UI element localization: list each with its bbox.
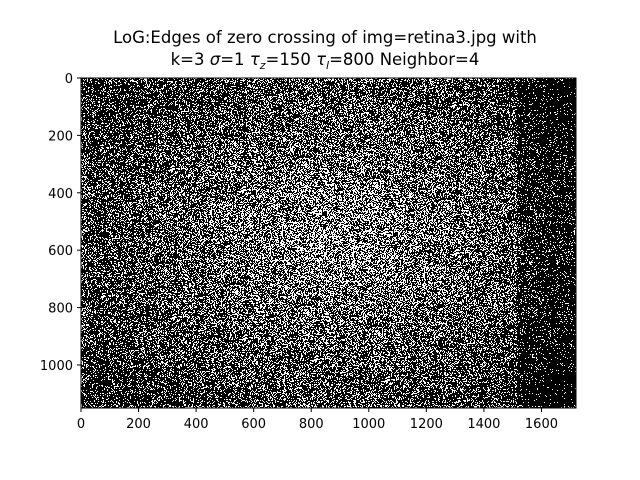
x-tick-label: 0	[77, 417, 85, 432]
title-k: k=3	[170, 50, 205, 69]
y-tick-label: 0	[65, 72, 73, 87]
title-sigma-symbol: σ	[209, 50, 221, 69]
plot-title-line-2: k=3 σ=1 τz=150 τl=800 Neighbor=4	[0, 50, 640, 72]
title-tau-z-sub: z	[259, 59, 266, 72]
y-tick-label: 200	[48, 129, 73, 144]
x-tick-label: 600	[241, 417, 266, 432]
y-axis: 0 200 400 600 800 1000	[40, 72, 81, 374]
title-neighbor: Neighbor=4	[379, 50, 480, 69]
axes-frame	[80, 77, 577, 409]
edge-image	[81, 78, 576, 408]
x-tick-label: 1200	[410, 417, 443, 432]
title-sigma-value: =1	[220, 50, 245, 69]
y-tick-label: 800	[48, 302, 73, 317]
x-tick-label: 200	[126, 417, 151, 432]
x-tick-label: 400	[184, 417, 209, 432]
title-tau-z-value: =150	[265, 50, 311, 69]
title-tau-l-value: =800	[329, 50, 375, 69]
x-tick-label: 1000	[352, 417, 385, 432]
y-tick-label: 400	[48, 187, 73, 202]
x-tick-label: 800	[299, 417, 324, 432]
y-tick-label: 1000	[40, 359, 73, 374]
x-axis: 0 200 400 600 800 1000 1200 1400 1600	[77, 408, 558, 432]
edge-map-texture	[81, 78, 576, 408]
y-tick-label: 600	[48, 244, 73, 259]
x-tick-label: 1600	[525, 417, 558, 432]
title-tau-z-symbol: τ	[249, 50, 260, 69]
title-tau-l-sub: l	[326, 59, 330, 72]
plot-title-line-1: LoG:Edges of zero crossing of img=retina…	[113, 28, 537, 47]
x-tick-label: 1400	[467, 417, 500, 432]
title-tau-l-symbol: τ	[316, 50, 327, 69]
